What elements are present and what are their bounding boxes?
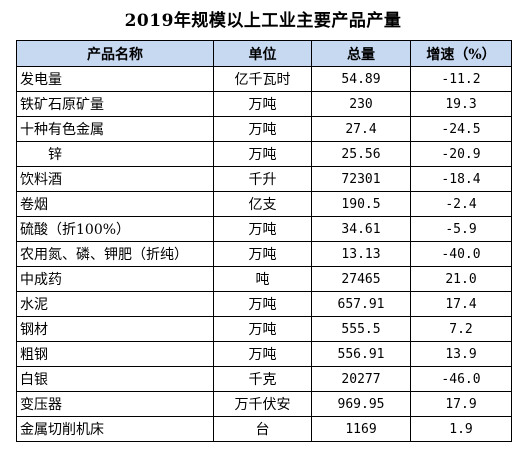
cell-growth: -40.0 xyxy=(410,241,512,267)
page-title: 2019年规模以上工业主要产品产量 xyxy=(124,11,402,31)
cell-total: 657.91 xyxy=(311,291,411,317)
cell-name: 锌 xyxy=(16,141,214,167)
cell-growth: -24.5 xyxy=(410,116,512,142)
cell-total: 230 xyxy=(311,91,411,117)
table-row: 十种有色金属 万吨 27.4 -24.5 xyxy=(16,116,512,142)
cell-name: 水泥 xyxy=(16,291,214,317)
table-row: 粗钢 万吨 556.91 13.9 xyxy=(16,341,512,367)
cell-growth: 19.3 xyxy=(410,91,512,117)
production-table: 产品名称 单位 总量 增速（%） 发电量 亿千瓦时 54.89 -11.2 铁矿… xyxy=(16,40,512,442)
cell-name: 农用氮、磷、钾肥（折纯） xyxy=(16,241,214,267)
cell-growth: -5.9 xyxy=(410,216,512,242)
header-unit: 单位 xyxy=(213,40,312,67)
cell-total: 34.61 xyxy=(311,216,411,242)
cell-growth: -20.9 xyxy=(410,141,512,167)
table-header-row: 产品名称 单位 总量 增速（%） xyxy=(16,40,512,67)
cell-total: 13.13 xyxy=(311,241,411,267)
cell-unit: 吨 xyxy=(213,266,312,292)
cell-name: 变压器 xyxy=(16,391,214,417)
cell-total: 1169 xyxy=(311,416,411,442)
table-row: 金属切削机床 台 1169 1.9 xyxy=(16,416,512,442)
cell-total: 72301 xyxy=(311,166,411,192)
cell-growth: -11.2 xyxy=(410,66,512,92)
cell-unit: 台 xyxy=(213,416,312,442)
cell-unit: 万吨 xyxy=(213,91,312,117)
cell-name: 粗钢 xyxy=(16,341,214,367)
cell-unit: 万吨 xyxy=(213,216,312,242)
table-row: 水泥 万吨 657.91 17.4 xyxy=(16,291,512,317)
cell-name: 白银 xyxy=(16,366,214,392)
cell-unit: 千升 xyxy=(213,166,312,192)
table-row: 变压器 万千伏安 969.95 17.9 xyxy=(16,391,512,417)
cell-growth: 1.9 xyxy=(410,416,512,442)
cell-total: 27.4 xyxy=(311,116,411,142)
cell-unit: 千克 xyxy=(213,366,312,392)
cell-unit: 万千伏安 xyxy=(213,391,312,417)
cell-unit: 万吨 xyxy=(213,341,312,367)
table-row: 铁矿石原矿量 万吨 230 19.3 xyxy=(16,91,512,117)
table-row: 硫酸（折100%） 万吨 34.61 -5.9 xyxy=(16,216,512,242)
cell-name: 中成药 xyxy=(16,266,214,292)
cell-total: 20277 xyxy=(311,366,411,392)
cell-total: 555.5 xyxy=(311,316,411,342)
cell-growth: -2.4 xyxy=(410,191,512,217)
table-row: 卷烟 亿支 190.5 -2.4 xyxy=(16,191,512,217)
cell-growth: 17.9 xyxy=(410,391,512,417)
cell-total: 556.91 xyxy=(311,341,411,367)
cell-name: 发电量 xyxy=(16,66,214,92)
cell-growth: 7.2 xyxy=(410,316,512,342)
cell-name: 十种有色金属 xyxy=(16,116,214,142)
cell-total: 27465 xyxy=(311,266,411,292)
header-total: 总量 xyxy=(311,40,411,67)
cell-unit: 万吨 xyxy=(213,291,312,317)
header-product-name: 产品名称 xyxy=(16,40,214,67)
cell-total: 25.56 xyxy=(311,141,411,167)
table-row: 农用氮、磷、钾肥（折纯） 万吨 13.13 -40.0 xyxy=(16,241,512,267)
cell-total: 969.95 xyxy=(311,391,411,417)
cell-name: 饮料酒 xyxy=(16,166,214,192)
cell-unit: 万吨 xyxy=(213,316,312,342)
cell-name: 硫酸（折100%） xyxy=(16,216,214,242)
cell-growth: 17.4 xyxy=(410,291,512,317)
cell-name: 金属切削机床 xyxy=(16,416,214,442)
cell-growth: 13.9 xyxy=(410,341,512,367)
cell-unit: 亿千瓦时 xyxy=(213,66,312,92)
cell-total: 54.89 xyxy=(311,66,411,92)
table-row: 发电量 亿千瓦时 54.89 -11.2 xyxy=(16,66,512,92)
table-row: 白银 千克 20277 -46.0 xyxy=(16,366,512,392)
cell-name: 钢材 xyxy=(16,316,214,342)
cell-name: 卷烟 xyxy=(16,191,214,217)
cell-total: 190.5 xyxy=(311,191,411,217)
cell-growth: 21.0 xyxy=(410,266,512,292)
cell-name: 铁矿石原矿量 xyxy=(16,91,214,117)
table-row: 钢材 万吨 555.5 7.2 xyxy=(16,316,512,342)
cell-growth: -46.0 xyxy=(410,366,512,392)
cell-unit: 万吨 xyxy=(213,116,312,142)
header-growth: 增速（%） xyxy=(410,40,512,67)
cell-unit: 万吨 xyxy=(213,141,312,167)
table-row: 饮料酒 千升 72301 -18.4 xyxy=(16,166,512,192)
cell-unit: 亿支 xyxy=(213,191,312,217)
table-row: 锌 万吨 25.56 -20.9 xyxy=(16,141,512,167)
table-row: 中成药 吨 27465 21.0 xyxy=(16,266,512,292)
cell-growth: -18.4 xyxy=(410,166,512,192)
cell-unit: 万吨 xyxy=(213,241,312,267)
